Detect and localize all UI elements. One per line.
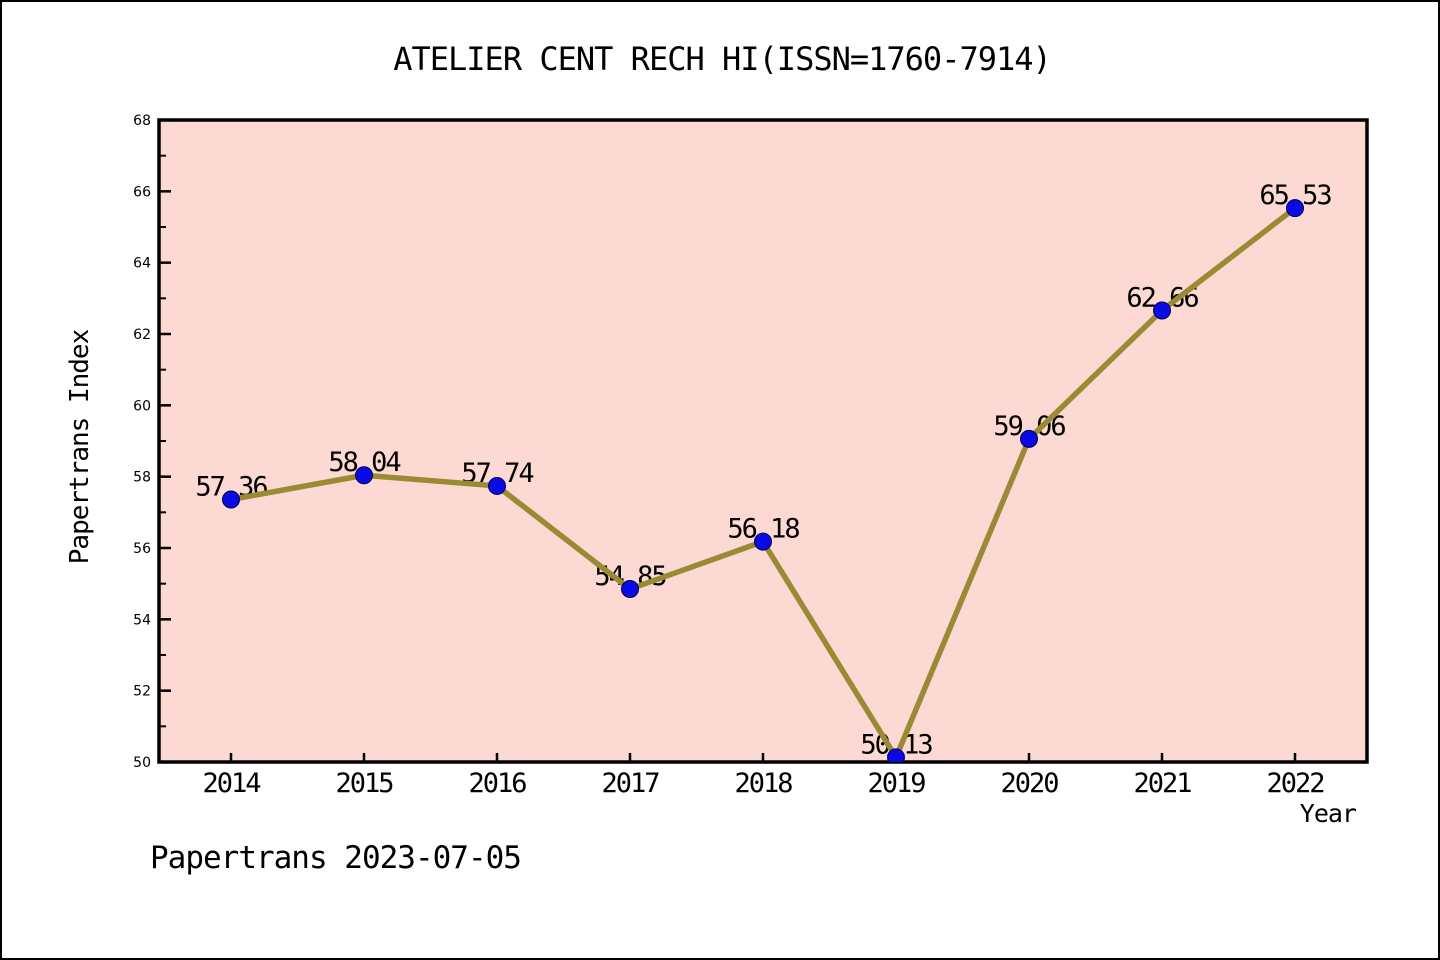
data-point [754, 532, 772, 551]
x-tick-label: 2015 [335, 768, 393, 799]
data-point [887, 748, 905, 762]
plot-background [157, 118, 1369, 764]
x-axis-label: Year [1299, 799, 1357, 828]
y-tick-label: 64 [133, 256, 151, 272]
footer-note: Papertrans 2023-07-05 [150, 840, 522, 876]
y-tick-label: 52 [133, 684, 151, 700]
y-tick-label: 54 [133, 612, 151, 628]
data-point [355, 466, 373, 485]
y-tick-label: 58 [133, 470, 151, 486]
data-point [621, 580, 639, 599]
data-point [222, 490, 240, 509]
x-tick-label: 2019 [867, 768, 925, 799]
y-tick-label: 62 [133, 327, 151, 343]
y-tick-label: 68 [133, 113, 151, 129]
data-point [1020, 429, 1038, 448]
x-tick-label: 2018 [734, 768, 792, 799]
data-point [1153, 301, 1171, 320]
data-point [1286, 199, 1304, 218]
y-tick-label: 56 [133, 541, 151, 557]
data-point [488, 476, 506, 495]
y-tick-label: 60 [133, 398, 151, 414]
y-tick-label: 50 [133, 755, 151, 771]
x-tick-label: 2017 [601, 768, 659, 799]
x-tick-label: 2020 [1000, 768, 1058, 799]
x-tick-label: 2022 [1266, 768, 1323, 799]
x-tick-label: 2014 [202, 768, 260, 799]
x-tick-label: 2021 [1133, 768, 1191, 799]
x-tick-label: 2016 [468, 768, 526, 799]
chart-title: ATELIER CENT RECH HI(ISSN=1760-7914) [393, 40, 1052, 78]
y-tick-label: 66 [133, 184, 151, 200]
